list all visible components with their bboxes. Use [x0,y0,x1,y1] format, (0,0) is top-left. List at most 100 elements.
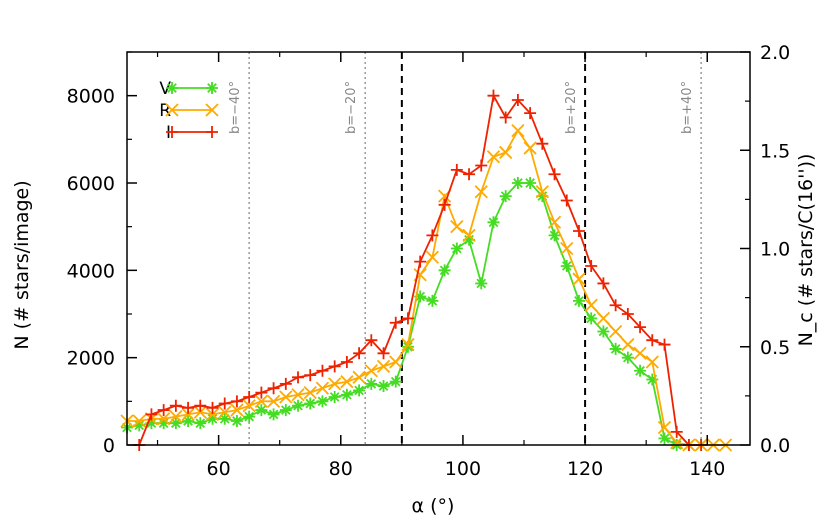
data-point [499,190,512,203]
data-point [169,399,182,412]
data-point [304,397,317,410]
data-point [511,94,524,107]
data-point [572,272,586,286]
y2-tick-label: 1.0 [760,239,790,261]
data-point [291,388,305,402]
y-tick-label: 4000 [67,260,115,282]
data-point [218,412,231,425]
y2-tick-label: 0.0 [760,435,790,457]
axis-ticks: 60 80 100 120 140 0 2000 4000 6000 8000 0.0 0.5 1.0 1… [67,42,791,480]
data-point [608,324,623,339]
data-point [438,198,451,211]
data-point [524,107,537,120]
data-point [597,277,610,290]
data-point [157,417,170,430]
data-point [658,338,671,351]
data-point [377,347,390,360]
data-point [670,425,683,438]
series-line [138,93,702,446]
data-point [316,395,329,408]
x-tick-label: 100 [445,458,481,480]
data-point [243,410,256,423]
data-point [182,401,195,414]
data-point [450,220,464,234]
data-point [255,404,268,417]
data-point [487,89,500,102]
legend-label-I: I [166,123,171,143]
data-point [426,229,439,242]
data-point [218,405,232,419]
data-point [304,369,317,382]
data-point [475,277,488,290]
reference-line-label: b=+40° [680,81,695,134]
data-point [621,337,635,352]
data-point [633,346,647,360]
data-point [316,364,329,377]
y-tick-label: 6000 [67,173,115,195]
data-point [132,414,146,428]
data-point [548,168,561,181]
legend-marker-V [166,82,178,94]
data-point [499,111,512,124]
data-point [645,355,659,369]
reference-line-label: b=−20° [344,81,359,134]
series-layer [120,89,733,452]
data-point [340,356,353,369]
data-point [584,298,598,312]
legend-marker-R [165,103,179,117]
data-point [536,190,549,203]
data-point [657,420,672,435]
legend: VRI [159,79,219,143]
data-point [560,194,573,207]
data-point [463,168,476,181]
data-point [145,408,158,421]
data-point [352,370,366,384]
data-point [646,373,659,386]
data-point [292,399,305,412]
x-tick-label: 80 [329,458,353,480]
data-point [511,177,524,189]
data-point [157,404,170,417]
data-point [634,364,647,377]
data-point [621,351,634,364]
data-point [133,419,146,432]
data-point [194,399,207,412]
data-point [169,417,182,430]
data-point [560,241,574,256]
data-point [609,299,622,312]
data-point [279,404,292,417]
data-point [401,340,414,353]
data-point [279,390,293,404]
data-point [389,375,402,388]
data-point [340,375,354,389]
y-axis-title: N (# stars/image) [11,180,33,349]
data-point [547,215,562,229]
data-point [181,407,195,422]
legend-label-V: V [159,79,171,99]
data-point [487,216,500,229]
data-point [206,412,219,425]
data-point [499,145,513,160]
data-point [634,321,647,334]
data-point [597,325,610,338]
data-point [596,311,611,326]
data-point [450,163,463,176]
data-point [438,264,451,277]
data-point [365,377,378,390]
data-point [230,414,243,427]
data-point [646,334,659,347]
data-point [206,401,219,414]
data-point [475,159,488,172]
data-point [463,233,476,246]
data-point [353,347,366,360]
data-point [182,414,195,427]
data-point [145,417,158,430]
data-point [426,294,439,307]
x-tick-label: 60 [207,458,231,480]
y2-tick-label: 0.5 [760,337,790,359]
data-point [255,386,268,399]
data-point [572,225,585,238]
data-point [157,412,171,426]
data-point [389,316,402,329]
